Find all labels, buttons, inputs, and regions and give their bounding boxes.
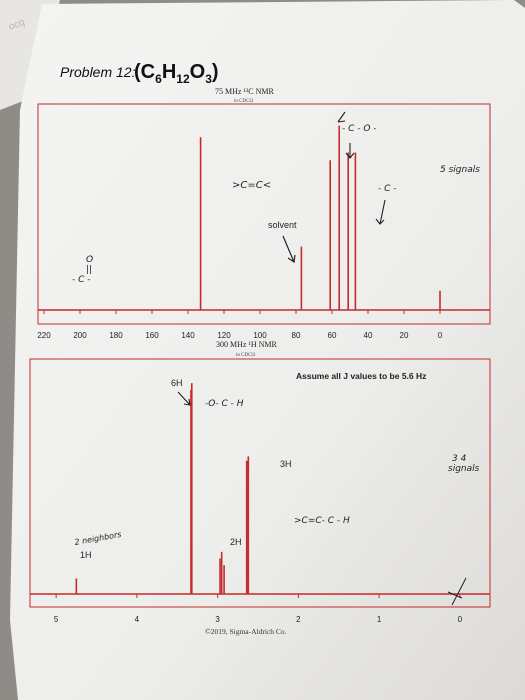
axis-tick-label: 80	[292, 331, 301, 340]
c13-title: 75 MHz ¹³C NMR	[215, 87, 274, 96]
molecular-formula: (C6H12O3)	[134, 61, 219, 86]
h1-2h-label: 2H	[230, 537, 242, 547]
h1-allylic-note: >C=C- C - H	[294, 516, 350, 526]
c13-solvent-arrow	[282, 235, 296, 264]
problem-label: Problem 12:	[60, 64, 136, 80]
axis-tick-label: 3	[215, 615, 220, 624]
c13-alkyl-arrow	[375, 199, 386, 225]
axis-tick-label: 100	[253, 331, 267, 340]
h1-spectrum: 300 MHz ¹H NMR in CDCl3 5 4 3 2 1 0	[29, 340, 491, 624]
h1-1h-label: 1H	[80, 550, 92, 560]
c13-annotations: O || - C - >C=C< solvent - C - O - - C - 5…	[72, 111, 480, 285]
h1-assume-note: Assume all J values to be 5.6 Hz	[296, 371, 426, 381]
c13-signal-count-note: 5 signals	[440, 165, 480, 175]
copyright-note: ©2019, Sigma-Aldrich Co.	[205, 627, 287, 636]
paper-sheet	[10, 0, 525, 700]
c13-ether-carbon-note: - C - O -	[342, 124, 377, 134]
axis-tick-label: 0	[438, 331, 443, 340]
h1-crossed-peak-mark	[447, 577, 467, 606]
c13-tick-labels: 220 200 180 160 140 120 100 80 60 40 20 0	[37, 310, 443, 340]
axis-tick-label: 20	[400, 331, 409, 340]
axis-tick-label: 1	[377, 615, 382, 624]
h1-plot-frame	[29, 358, 491, 608]
axis-tick-label: 60	[328, 331, 337, 340]
c13-plot-frame	[37, 103, 491, 325]
axis-tick-label: 0	[458, 615, 463, 624]
h1-peaks	[75, 383, 250, 594]
c13-solvent-note: solvent	[268, 220, 297, 230]
c13-alkene-note: >C=C<	[232, 180, 271, 191]
c13-alkyl-note: - C -	[378, 184, 397, 194]
h1-6h-arrow	[177, 391, 191, 406]
axis-tick-label: 120	[217, 331, 231, 340]
axis-tick-label: 5	[54, 615, 59, 624]
c13-peaks	[199, 125, 441, 310]
back-page-scribble: ocq	[7, 17, 26, 33]
h1-solvent-line: in CDCl3	[236, 353, 256, 358]
h1-6h-label: 6H	[171, 378, 183, 388]
axis-tick-label: 180	[109, 331, 123, 340]
axis-tick-label: 40	[364, 331, 373, 340]
c13-carbonyl-note: O || - C -	[72, 255, 93, 285]
axis-tick-label: 2	[296, 615, 301, 624]
axis-tick-label: 160	[145, 331, 159, 340]
c13-ether-arrow	[337, 111, 355, 159]
c13-solvent-line: in CDCl3	[234, 99, 254, 104]
axis-tick-label: 4	[135, 615, 140, 624]
c13-spectrum: 75 MHz ¹³C NMR in CDCl3 220 200 180 160 140 1…	[37, 87, 491, 340]
problem-header: Problem 12: (C6H12O3)	[60, 61, 219, 86]
h1-3h-label: 3H	[280, 459, 292, 469]
axis-tick-label: 200	[73, 331, 87, 340]
axis-tick-label: 140	[181, 331, 195, 340]
h1-och-note: -O- C - H	[205, 399, 244, 409]
axis-tick-label: 220	[37, 331, 51, 340]
h1-title: 300 MHz ¹H NMR	[216, 340, 278, 349]
h1-signal-count-note: 3 4 signals	[448, 454, 480, 474]
